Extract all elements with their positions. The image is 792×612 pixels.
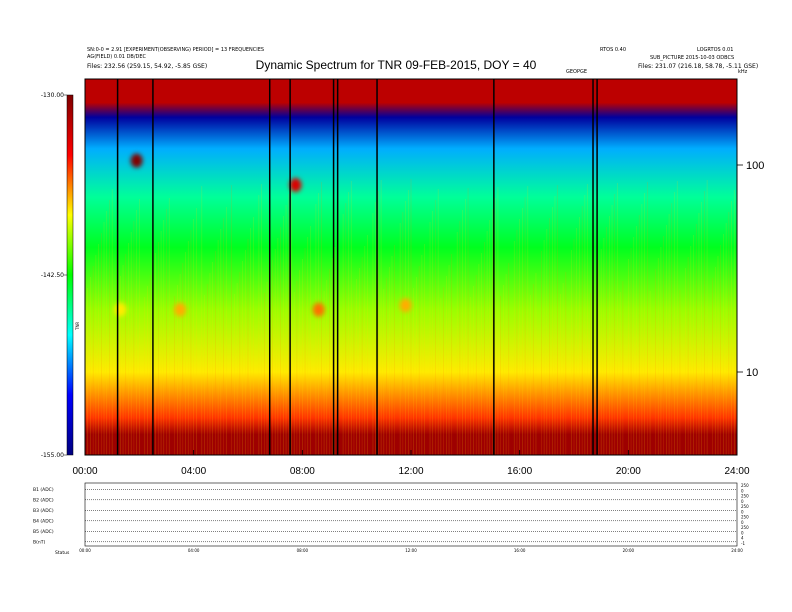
lower-time-tick-label: 16:00 xyxy=(514,548,526,553)
lower-right-tick-label: 250 xyxy=(741,494,749,499)
header-left-line3: Files: 232.56 (259.15, 54.92, -5.85 GSE) xyxy=(87,63,208,70)
time-tick-label: 20:00 xyxy=(616,466,641,477)
lower-row-label: B1 (ADC) xyxy=(33,487,54,493)
lower-row-label: B5 (ADC) xyxy=(33,529,54,535)
header-left-line2: AG(FIELD) 0.01 DB/DEC xyxy=(87,54,147,60)
lower-right-tick-label: 250 xyxy=(741,515,749,520)
time-tick-label: 12:00 xyxy=(398,466,423,477)
header-left-line1: SN:0-0 = 2.91 [EXPERIMENT(OBSERVING) PER… xyxy=(87,47,265,53)
colorbar: -130.00 -142.50 -155.00 TNR xyxy=(41,92,80,459)
lower-time-tick-label: 08:00 xyxy=(297,548,309,553)
time-tick-label: 24:00 xyxy=(724,466,749,477)
lower-right-tick-label: 0 xyxy=(741,520,744,525)
lower-time-tick-label: 00:00 xyxy=(79,548,91,553)
intensity-burst xyxy=(174,302,187,317)
colorbar-fill xyxy=(66,94,74,456)
corner-unit-label: kHz xyxy=(738,69,748,75)
header-right-line4: Files: 231.07 (216.18, 58.78, -5.11 GSE) xyxy=(638,63,759,70)
lower-row-label: B(nT) xyxy=(33,539,45,545)
lower-right-tick-label: -1 xyxy=(741,541,745,546)
lower-row-label: B3 (ADC) xyxy=(33,508,54,514)
lower-panel-frame xyxy=(84,482,738,547)
colorbar-tick-label: -155.00 xyxy=(41,452,64,459)
time-tick-label: 08:00 xyxy=(290,466,315,477)
intensity-burst xyxy=(289,178,302,193)
intensity-burst xyxy=(130,153,143,168)
page-title: Dynamic Spectrum for TNR 09-FEB-2015, DO… xyxy=(255,58,537,72)
lower-right-tick-label: 250 xyxy=(741,525,749,530)
lower-time-tick-label: 04:00 xyxy=(188,548,200,553)
time-tick-label: 16:00 xyxy=(507,466,532,477)
lower-right-tick-label: 4 xyxy=(741,536,744,541)
frequency-tick-label: 100 xyxy=(746,160,764,172)
colorbar-tick-label: -130.00 xyxy=(41,92,64,99)
lower-time-tick-label: 12:00 xyxy=(405,548,417,553)
header-right-line2: LOGRTOS 0.01 xyxy=(697,47,734,53)
colorbar-tick-label: -142.50 xyxy=(41,272,64,279)
intensity-burst xyxy=(399,298,412,313)
lower-right-tick-label: 250 xyxy=(741,483,749,488)
frequency-tick-label: 10 xyxy=(746,367,758,379)
lower-row-label: B2 (ADC) xyxy=(33,497,54,503)
lower-right-tick-label: 0 xyxy=(741,510,744,515)
intensity-burst xyxy=(312,302,325,317)
header-right-line1: RTOS 0.40 xyxy=(600,47,626,53)
time-tick-label: 00:00 xyxy=(72,466,97,477)
time-tick-label: 04:00 xyxy=(181,466,206,477)
header-right-line3: SUB_PICTURE 2015-10-03 ODBCS xyxy=(650,55,735,61)
lower-right-tick-label: 0 xyxy=(741,489,744,494)
spectrum-background xyxy=(85,79,737,455)
lower-right-tick-label: 0 xyxy=(741,499,744,504)
lower-right-tick-label: 250 xyxy=(741,504,749,509)
status-label: Status xyxy=(55,550,70,556)
intensity-burst xyxy=(114,302,127,317)
colorbar-label: TNR xyxy=(75,322,80,331)
lower-time-tick-label: 24:00 xyxy=(731,548,743,553)
lower-row-label: B4 (ADC) xyxy=(33,518,54,524)
header-marker: GEOPGE xyxy=(566,69,588,75)
lower-time-tick-label: 20:00 xyxy=(623,548,635,553)
lower-right-tick-label: 0 xyxy=(741,531,744,536)
